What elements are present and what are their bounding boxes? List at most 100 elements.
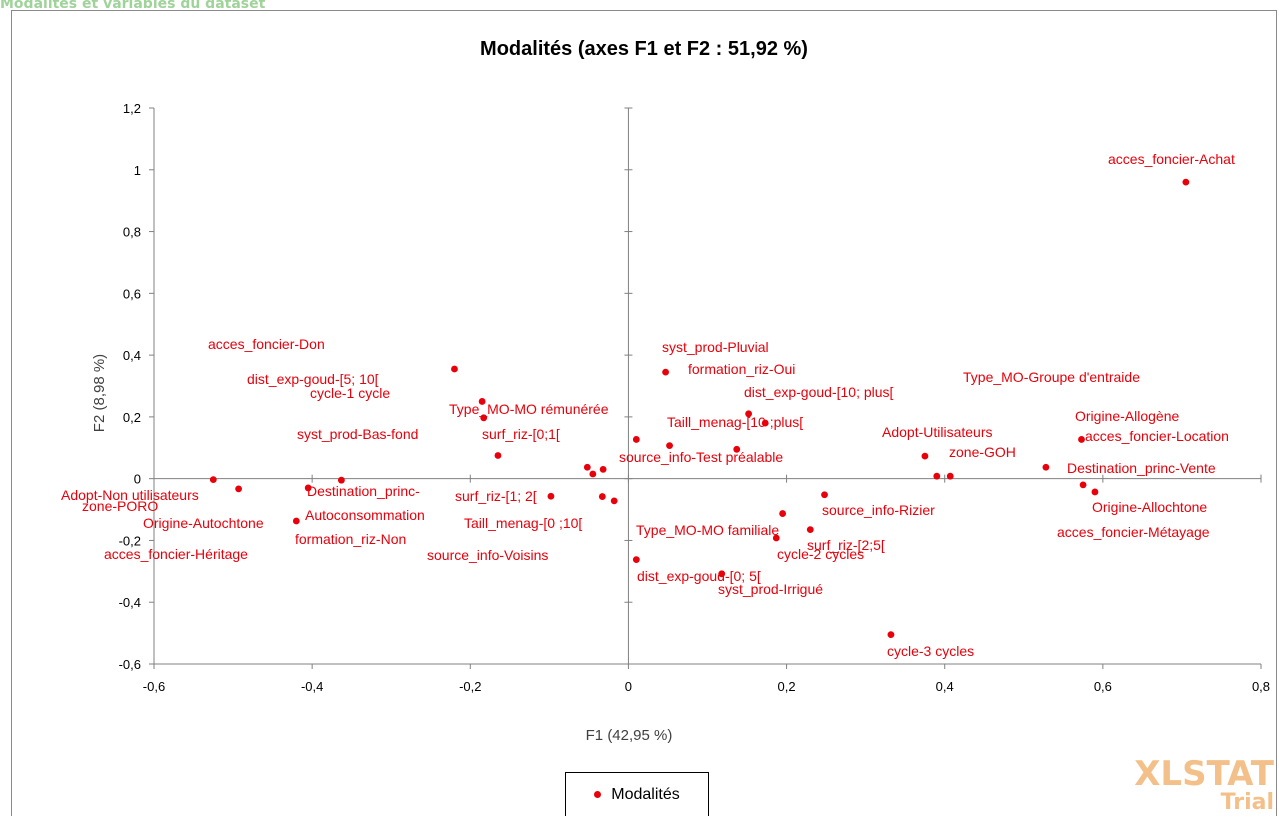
data-point <box>494 452 502 459</box>
point-label: syst_prod-Irrigué <box>718 581 823 597</box>
point-label: acces_foncier-Don <box>208 336 325 352</box>
legend-marker <box>594 791 602 798</box>
y-tick-label: 0,4 <box>123 348 141 363</box>
point-label: Adopt-Utilisateurs <box>882 424 993 440</box>
data-point <box>887 631 895 639</box>
point-label: cycle-1 cycle <box>310 385 390 401</box>
data-point <box>745 410 753 418</box>
y-tick-labels: -0,6 -0,4 -0,2 0 0,2 0,4 0,6 0,8 1 1,2 <box>119 101 141 672</box>
chart-title: Modalités (axes F1 et F2 : 51,92 %) <box>480 38 808 60</box>
data-point <box>921 452 929 460</box>
y-tick-label: 0,6 <box>123 286 141 301</box>
x-tick-label: 0,2 <box>778 679 796 694</box>
x-tick-label: -0,4 <box>301 679 323 694</box>
data-point <box>632 436 640 443</box>
data-point <box>666 442 673 450</box>
point-label: formation_riz-Non <box>295 531 406 547</box>
point-label: zone-GOH <box>949 444 1016 460</box>
trial-watermark: Trial <box>1221 790 1274 815</box>
point-label: surf_riz-[2;5[ <box>807 537 885 553</box>
data-point <box>583 463 591 471</box>
data-point <box>733 445 741 453</box>
data-point <box>632 556 640 563</box>
data-point <box>478 398 486 405</box>
point-label: Type_MO-Groupe d'entraide <box>963 369 1140 385</box>
point-label: dist_exp-goud-[10; plus[ <box>744 384 894 400</box>
header-fragment: Modalités et variables du dataset <box>0 0 266 8</box>
data-point <box>292 517 300 525</box>
point-label: source_info-Test préalable <box>619 449 783 465</box>
data-point <box>718 570 726 578</box>
data-point <box>933 472 941 480</box>
data-point <box>1078 436 1085 443</box>
y-axis-label: F2 (8,98 %) <box>91 354 108 432</box>
x-tick-label: -0,6 <box>143 679 165 694</box>
point-label: acces_foncier-Héritage <box>104 546 248 562</box>
data-point <box>779 510 787 517</box>
point-label: Origine-Allochtone <box>1092 499 1207 515</box>
point-label: acces_foncier-Métayage <box>1057 524 1210 540</box>
data-point <box>589 470 597 478</box>
y-tick-label: -0,4 <box>119 595 141 610</box>
point-label: Destination_princ- <box>307 483 420 499</box>
data-point <box>662 368 669 376</box>
point-label: cycle-2 cycles <box>777 546 864 562</box>
point-label: acces_foncier-Location <box>1085 428 1229 444</box>
data-point <box>1079 481 1087 489</box>
data-point <box>209 476 217 483</box>
data-point <box>821 491 828 499</box>
point-label: Destination_princ-Vente <box>1067 460 1216 476</box>
data-point <box>772 534 780 542</box>
point-label: source_info-Voisins <box>427 547 548 563</box>
point-label: Type_MO-MO familiale <box>636 522 779 538</box>
x-tick-label: 0,6 <box>1094 679 1112 694</box>
data-point <box>304 484 312 492</box>
data-point <box>1091 488 1099 496</box>
y-tick-label: -0,2 <box>119 533 141 548</box>
x-tick-labels: -0,6 -0,4 -0,2 0 0,2 0,4 0,6 0,8 <box>143 679 1270 694</box>
point-label: zone-PORO <box>82 498 158 514</box>
x-tick-label: 0,8 <box>1252 679 1270 694</box>
data-point <box>1042 463 1050 471</box>
point-labels: acces_foncier-Achat acces_foncier-Dondist… <box>61 151 1235 659</box>
x-axis-label: F1 (42,95 %) <box>586 727 673 744</box>
legend: Modalités <box>565 772 709 816</box>
point-label: surf_riz-[1; 2[ <box>455 488 537 504</box>
y-tick-label: 1 <box>134 163 141 178</box>
point-label: Origine-Allogène <box>1075 408 1179 424</box>
point-label: Origine-Autochtone <box>143 515 264 531</box>
data-point <box>547 492 555 500</box>
legend-label: Modalités <box>611 785 680 803</box>
scatter-chart: Modalités (axes F1 et F2 : 51,92 %) -0,6… <box>61 38 1275 815</box>
x-tick-label: -0,2 <box>459 679 481 694</box>
data-point <box>1182 178 1190 186</box>
point-label: syst_prod-Pluvial <box>662 339 769 355</box>
y-tick-label: -0,6 <box>119 657 141 672</box>
point-label: Autoconsommation <box>305 507 425 523</box>
y-tick-label: 0,2 <box>123 410 141 425</box>
point-label: cycle-3 cycles <box>887 643 974 659</box>
point-label: dist_exp-goud-[5; 10[ <box>247 371 379 387</box>
x-tick-label: 0,4 <box>936 679 954 694</box>
point-label: acces_foncier-Achat <box>1108 151 1235 167</box>
xlstat-watermark: XLSTAT <box>1134 754 1275 794</box>
point-label: syst_prod-Bas-fond <box>297 426 418 442</box>
point-label: dist_exp-goud-[0; 5[ <box>637 568 761 584</box>
point-label: Taill_menag-[10 ;plus[ <box>667 414 803 430</box>
data-point <box>451 365 458 373</box>
y-tick-label: 0 <box>134 472 141 487</box>
point-label: Type_MO-MO rémunérée <box>449 401 609 417</box>
data-point <box>761 419 769 427</box>
data-point <box>235 485 243 493</box>
point-label: Adopt-Non utilisateurs <box>61 487 199 503</box>
chart-frame: Modalités (axes F1 et F2 : 51,92 %) -0,6… <box>11 10 1277 816</box>
data-point <box>610 497 618 505</box>
point-label: formation_riz-Oui <box>688 361 795 377</box>
y-tick-label: 1,2 <box>123 101 141 116</box>
data-point <box>806 526 814 534</box>
data-points <box>209 178 1190 639</box>
data-point <box>946 472 954 480</box>
point-label: Taill_menag-[0 ;10[ <box>464 515 582 531</box>
x-tick-label: 0 <box>625 679 632 694</box>
data-point <box>480 414 488 422</box>
